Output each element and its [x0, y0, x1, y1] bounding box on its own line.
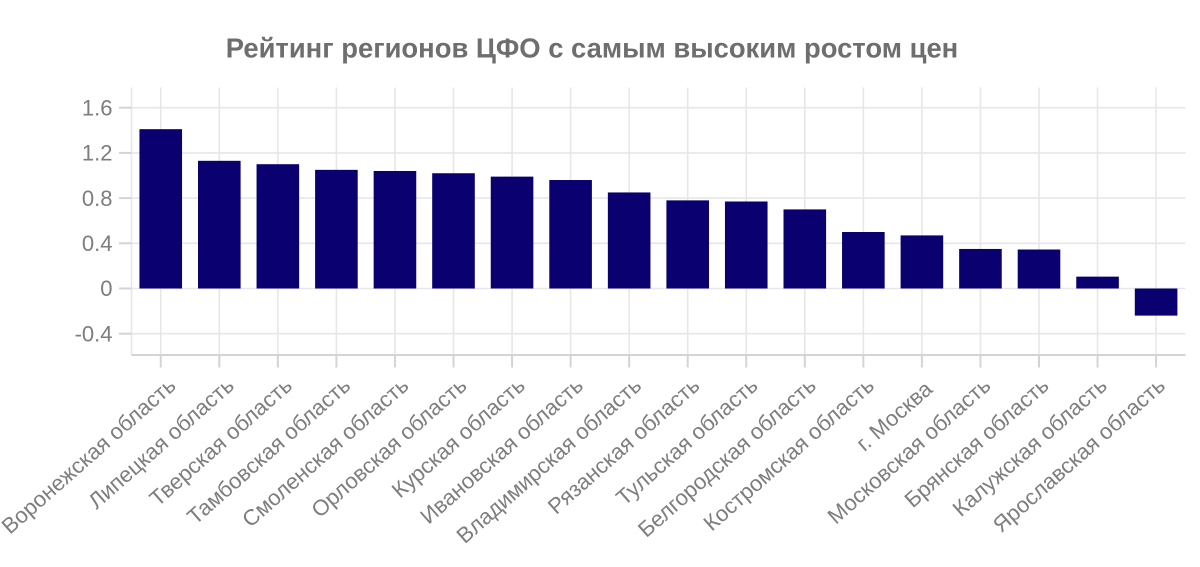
svg-text:1.2: 1.2 — [82, 141, 113, 166]
svg-text:-0.4: -0.4 — [75, 321, 113, 346]
svg-text:0.4: 0.4 — [82, 231, 113, 256]
svg-text:0.8: 0.8 — [82, 186, 113, 211]
svg-text:Рейтинг регионов ЦФО с самым в: Рейтинг регионов ЦФО с самым высоким рос… — [226, 33, 958, 64]
svg-text:1.6: 1.6 — [82, 95, 113, 120]
svg-text:0: 0 — [100, 276, 112, 301]
